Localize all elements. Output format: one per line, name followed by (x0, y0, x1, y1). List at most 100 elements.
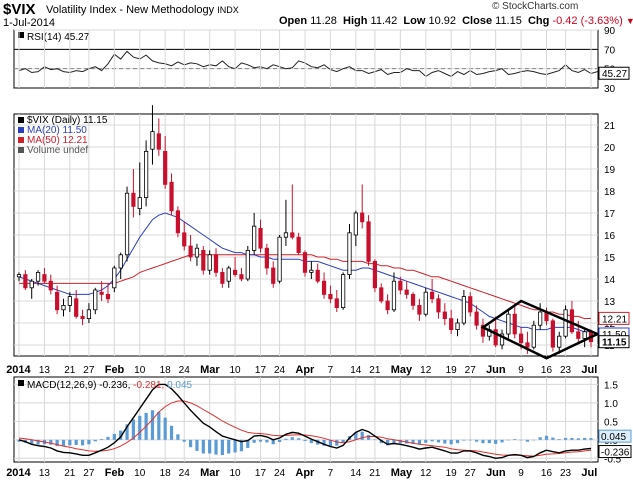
candle-down (290, 232, 295, 238)
macd-histogram-bar (468, 439, 472, 441)
macd-histogram-bar (538, 437, 542, 440)
macd-date-label: 12 (420, 468, 432, 479)
macd-histogram-bar (220, 439, 224, 455)
macd-date-label: Jun (486, 467, 506, 479)
macd-date-label: 19 (446, 468, 458, 479)
candle-down (366, 221, 371, 262)
macd-legend-swatch (18, 380, 24, 386)
price-date-label: 21 (369, 365, 381, 376)
macd-histogram-bar (119, 430, 123, 440)
symbol-title: $VIX (3, 1, 36, 18)
price-legend-swatch (18, 127, 24, 133)
macd-histogram-bar (373, 439, 377, 440)
candle-down (430, 291, 435, 300)
candle-down (576, 331, 581, 339)
candle-down (99, 291, 104, 295)
macd-histogram-bar (519, 439, 523, 441)
macd-histogram-bar (93, 439, 97, 442)
macd-histogram-bar (258, 439, 263, 442)
price-date-label: 16 (541, 365, 553, 376)
price-date-label: Feb (105, 364, 125, 376)
macd-histogram-bar (284, 438, 288, 440)
candle-down (80, 315, 85, 319)
rsi-value-tag-box (598, 66, 630, 80)
macd-histogram-bar (100, 439, 104, 440)
candle-down (271, 267, 276, 284)
macd-date-label: 23 (560, 468, 572, 479)
candle-down (23, 274, 28, 289)
macd-panel (13, 376, 599, 463)
macd-histogram-bar (87, 439, 91, 445)
macd-date-label: 13 (39, 468, 51, 479)
diamond-pattern-annotation (480, 299, 601, 360)
candle-down (131, 192, 136, 207)
candle-up (341, 274, 346, 309)
macd-date-label: Apr (295, 467, 315, 479)
candle-down (360, 212, 365, 223)
macd-histogram-bar (462, 439, 466, 441)
candle-down (493, 329, 498, 346)
macd-value-tag-box (598, 429, 632, 443)
instrument-name: Volatility Index - New Methodology INDX (46, 4, 239, 16)
candle-up (557, 335, 562, 348)
candle-up (35, 271, 41, 282)
macd-histogram-bar (61, 439, 66, 447)
price-date-label: 7 (328, 365, 334, 376)
rsi-tick-label: 30 (604, 84, 616, 95)
candle-down (264, 247, 269, 269)
macd-histogram-bar (233, 439, 237, 453)
macd-histogram-bar (195, 439, 199, 451)
macd-histogram-bar (80, 439, 85, 446)
macd-date-label: Mar (200, 467, 220, 479)
candle-up (124, 192, 130, 256)
macd-histogram-bar (239, 439, 244, 452)
macd-histogram-bar (411, 439, 415, 444)
price-date-label: Apr (295, 364, 315, 376)
price-date-label: Mar (200, 364, 220, 376)
quote-summary: Open 11.28 High 11.42 Low 10.92 Close 11… (279, 15, 633, 27)
macd-histogram-bar (271, 439, 275, 445)
macd-histogram-bar (138, 415, 142, 440)
macd-histogram-bar (201, 439, 205, 454)
candle-up (61, 304, 66, 311)
price-legend-label: Volume undef (27, 145, 88, 156)
price-date-label: 2014 (6, 364, 31, 376)
macd-date-label: 16 (541, 468, 553, 479)
candle-up (118, 254, 123, 269)
price-date-label: 27 (83, 365, 95, 376)
macd-histogram-bar (424, 439, 428, 443)
macd-histogram-bar (252, 439, 256, 443)
price-tick-label: 18 (604, 187, 616, 198)
candle-down (442, 311, 447, 319)
macd-date-label: 10 (134, 468, 146, 479)
macd-tick-label: 0.5 (604, 417, 618, 428)
quote-date: 1-Jul-2014 (3, 17, 55, 29)
macd-histogram-bar (208, 439, 212, 454)
candle-up (283, 232, 289, 238)
high-label: High (343, 15, 368, 27)
macd-histogram-bar (360, 431, 364, 440)
price-date-label: Jun (486, 364, 506, 376)
macd-value-tag: 0.045 (601, 432, 626, 443)
candle-down (518, 333, 524, 344)
macd-date-label: 18 (160, 468, 172, 479)
candle-up (16, 274, 22, 278)
candle-up (455, 322, 460, 330)
candle-down (220, 271, 225, 284)
price-tick-label: 15 (604, 253, 616, 264)
price-date-label: 17 (255, 365, 267, 376)
price-legend-label: MA(20) 11.50 (27, 125, 87, 136)
macd-date-label: 21 (369, 468, 381, 479)
macd-histogram-bar (30, 439, 34, 445)
candle-down (525, 342, 530, 348)
price-date-label: 10 (229, 365, 241, 376)
macd-histogram-bar (297, 438, 301, 440)
candle-up (150, 131, 155, 150)
price-date-label: 27 (465, 365, 477, 376)
macd-histogram-bar (481, 439, 485, 444)
candle-down (182, 232, 187, 247)
macd-histogram-bar (589, 438, 593, 440)
macd-histogram-bar (49, 439, 53, 445)
macd-tick-label: -0.5 (604, 454, 622, 465)
price-tick-label: 21 (604, 121, 616, 132)
